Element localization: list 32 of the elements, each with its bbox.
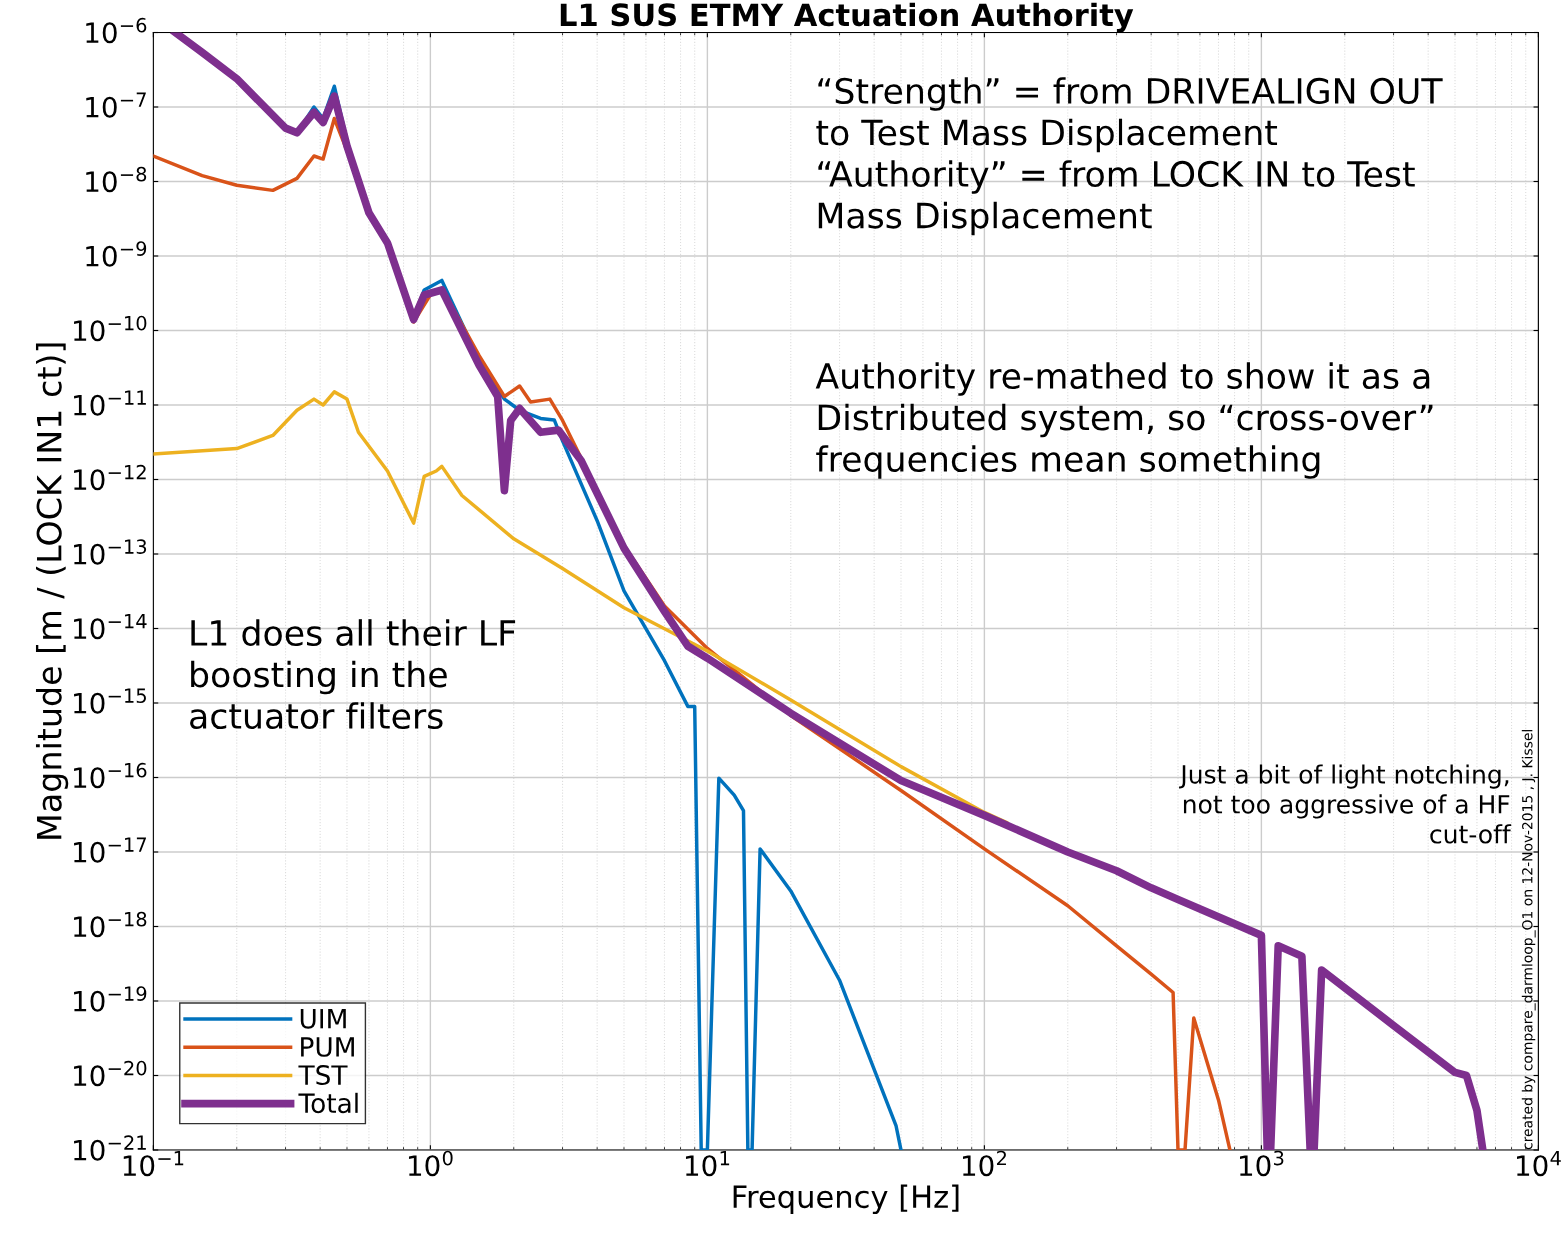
annotation: Authority re-mathed to show it as a Distributed system, so “cross-over” frequencies mean something — [815, 362, 1433, 479]
y-tick-label: 10$^{−8}$ — [86, 166, 147, 193]
y-tick-label: 10$^{−7}$ — [86, 92, 146, 118]
legend-label: UIM — [300, 1009, 346, 1029]
legend-label: PUM — [301, 1037, 354, 1057]
annotation: L1 does all their LF boosting in the actuator filters — [190, 619, 516, 730]
x-tick-label: 10$^{3}$ — [1240, 1150, 1284, 1177]
y-tick-label: 10$^{−10}$ — [74, 315, 147, 342]
y-tick-label: 10$^{−6}$ — [86, 17, 147, 44]
annotation: “Strength” = from DRIVEALIGN OUT to Test Mass Displacement “Authority” = from LOCK IN to Test Mass Displacement — [816, 77, 1443, 236]
y-tick-label: 10$^{−13}$ — [74, 539, 147, 565]
y-tick-label: 10$^{−16}$ — [74, 762, 147, 789]
y-tick-label: 10$^{−19}$ — [74, 986, 147, 1012]
x-tick-label: 10$^{4}$ — [1517, 1150, 1561, 1177]
y-tick-label: 10$^{−20}$ — [74, 1060, 147, 1087]
y-tick-label: 10$^{−18}$ — [74, 911, 147, 938]
x-tick-label: 10$^{2}$ — [962, 1150, 1006, 1177]
x-axis-title: Frequency [Hz] — [733, 1184, 959, 1215]
y-tick-label: 10$^{−14}$ — [74, 614, 147, 640]
y-tick-label: 10$^{−11}$ — [74, 390, 146, 416]
x-tick-label: 10$^{1}$ — [685, 1150, 730, 1177]
y-tick-label: 10$^{−17}$ — [74, 837, 146, 863]
legend-label: Total — [298, 1092, 358, 1114]
y-axis-title: Magnitude [m / (LOCK IN1 ct)] — [35, 343, 69, 839]
annotation: created by compare_darmloop_O1 on 12-Nov-2015 , J. Kissel — [1521, 730, 1536, 1150]
annotation: Just a bit of light notching, not too aggressive of a HF cut-off — [1179, 764, 1512, 844]
y-tick-label: 10$^{−12}$ — [74, 464, 146, 491]
y-tick-label: 10$^{−9}$ — [86, 241, 147, 267]
y-tick-label: 10$^{−15}$ — [74, 688, 146, 714]
legend-label: TST — [298, 1065, 348, 1086]
x-tick-label: 10$^{0}$ — [408, 1150, 453, 1177]
chart-title: L1 SUS ETMY Actuation Authority — [560, 2, 1134, 33]
